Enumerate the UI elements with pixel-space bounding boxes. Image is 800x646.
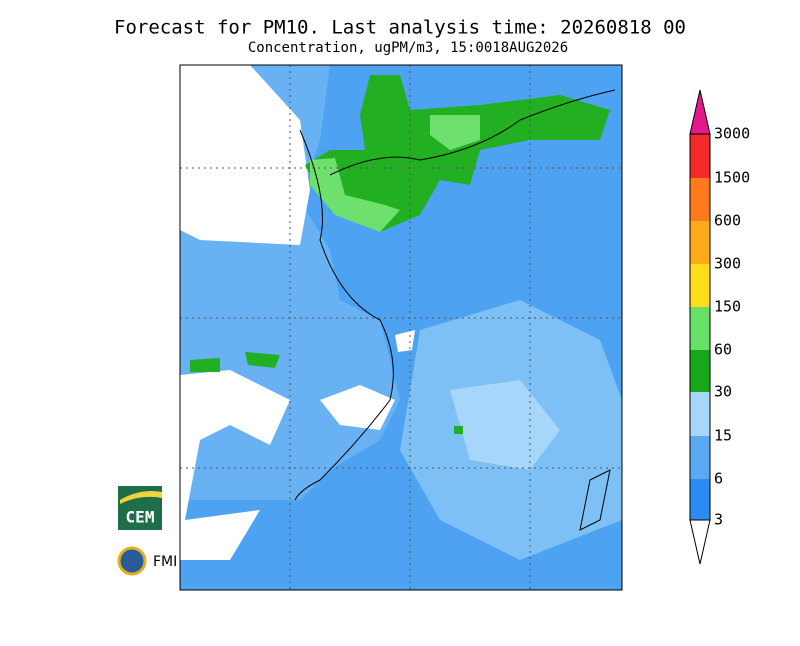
light-green-region xyxy=(310,158,400,232)
colorbar-segment xyxy=(690,134,710,178)
fmi-logo-globe xyxy=(117,546,147,576)
colorbar: 3000 1500 600 300 150 60 30 15 6 3 xyxy=(689,89,750,565)
colorbar-segment xyxy=(690,221,710,264)
fmi-logo: FMI xyxy=(117,546,177,576)
colorbar-segment xyxy=(690,178,710,221)
white-land xyxy=(180,65,310,245)
colorbar-label: 15 xyxy=(714,427,732,445)
colorbar-label: 60 xyxy=(714,341,732,359)
colorbar-segment xyxy=(690,479,710,520)
colorbar-label: 3000 xyxy=(714,125,750,143)
colorbar-label: 150 xyxy=(714,298,741,316)
white-land xyxy=(180,370,290,560)
coastline xyxy=(294,129,394,501)
green-region xyxy=(190,352,280,372)
colorbar-label: 1500 xyxy=(714,169,750,187)
map xyxy=(179,64,623,591)
colorbar-frame xyxy=(689,133,711,521)
subtitle: Concentration, ugPM/m3, 15:0018AUG2026 xyxy=(248,40,568,56)
colorbar-label: 30 xyxy=(714,383,732,401)
white-land xyxy=(320,385,395,430)
colorbar-label: 3 xyxy=(714,511,723,529)
cem-logo-text: CEM xyxy=(126,508,155,527)
colorbar-segment xyxy=(690,350,710,392)
colorbar-segment xyxy=(690,307,710,350)
colorbar-segment xyxy=(690,392,710,436)
cem-logo-stripe xyxy=(120,491,162,504)
colorbar-label: 600 xyxy=(714,212,741,230)
light-green-region xyxy=(430,115,480,150)
coastline xyxy=(329,89,616,176)
colorbar-label: 6 xyxy=(714,470,723,488)
coastline xyxy=(579,469,611,531)
green-spot xyxy=(454,426,463,434)
map-frame xyxy=(179,64,623,591)
fmi-logo-text: FMI xyxy=(153,554,177,570)
cem-logo: CEM xyxy=(118,486,162,530)
colorbar-segment xyxy=(690,264,710,307)
graticule xyxy=(180,65,622,590)
colorbar-segment xyxy=(690,436,710,479)
lighter-region xyxy=(450,380,560,470)
colorbar-label: 300 xyxy=(714,255,741,273)
title: Forecast for PM10. Last analysis time: 2… xyxy=(114,17,686,39)
